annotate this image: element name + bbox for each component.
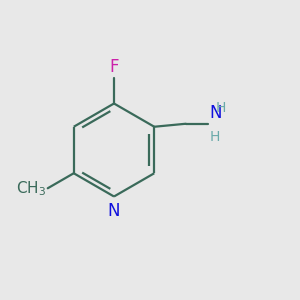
Text: H: H xyxy=(216,101,226,115)
Text: N: N xyxy=(210,104,222,122)
Text: F: F xyxy=(109,58,119,76)
Text: CH$_3$: CH$_3$ xyxy=(16,179,46,198)
Text: N: N xyxy=(108,202,120,220)
Text: H: H xyxy=(210,130,220,144)
